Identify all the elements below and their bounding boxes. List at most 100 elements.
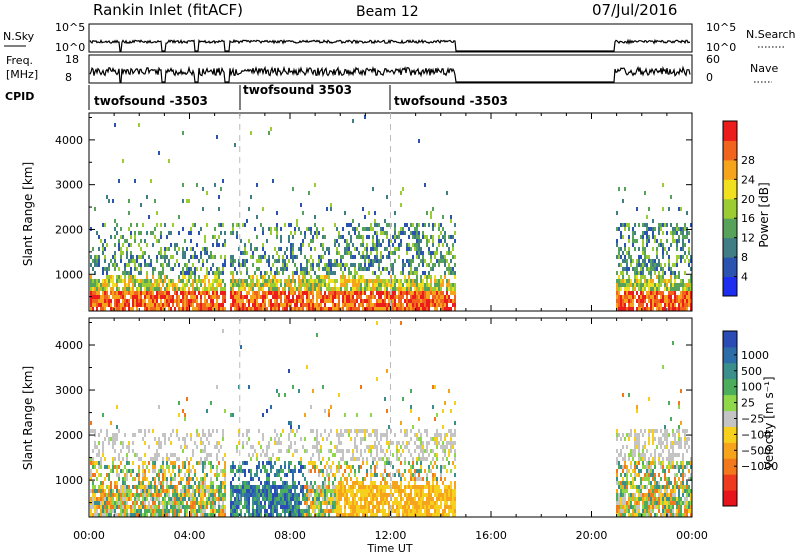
heatmap-cell <box>684 295 686 299</box>
heatmap-cell <box>616 227 618 231</box>
heatmap-cell <box>414 307 416 311</box>
heatmap-cell <box>286 263 288 267</box>
heatmap-cell <box>144 433 146 437</box>
heatmap-cell <box>270 271 272 275</box>
heatmap-cell <box>218 207 220 211</box>
heatmap-cell <box>156 259 158 263</box>
heatmap-cell <box>202 433 204 437</box>
heatmap-cell <box>132 493 134 497</box>
heatmap-cell <box>634 295 636 299</box>
heatmap-cell <box>342 235 344 239</box>
heatmap-cell <box>216 271 218 275</box>
heatmap-cell <box>146 513 148 517</box>
heatmap-cell <box>126 457 128 461</box>
heatmap-cell <box>360 303 362 307</box>
heatmap-cell <box>648 307 650 311</box>
heatmap-cell <box>268 501 270 505</box>
heatmap-cell <box>410 279 412 283</box>
heatmap-cell <box>404 513 406 517</box>
heatmap-cell <box>356 227 358 231</box>
heatmap-cell <box>428 303 430 307</box>
heatmap-cell <box>152 501 154 505</box>
heatmap-cell <box>202 461 204 465</box>
heatmap-cell <box>424 457 426 461</box>
heatmap-cell <box>358 303 360 307</box>
heatmap-cell <box>424 505 426 509</box>
heatmap-cell <box>208 279 210 283</box>
heatmap-cell <box>258 477 260 481</box>
heatmap-cell <box>92 465 94 469</box>
heatmap-cell <box>324 429 326 433</box>
heatmap-cell <box>674 307 676 311</box>
heatmap-cell <box>386 291 388 295</box>
heatmap-cell <box>138 509 140 513</box>
heatmap-cell <box>400 505 402 509</box>
heatmap-cell <box>134 267 136 271</box>
heatmap-cell <box>174 509 176 513</box>
heatmap-cell <box>416 231 418 235</box>
heatmap-cell <box>402 187 404 191</box>
heatmap-cell <box>266 509 268 513</box>
heatmap-cell <box>308 291 310 295</box>
heatmap-cell <box>120 255 122 259</box>
heatmap-cell <box>630 255 632 259</box>
heatmap-cell <box>398 509 400 513</box>
heatmap-cell <box>332 509 334 513</box>
heatmap-cell <box>670 271 672 275</box>
heatmap-cell <box>358 509 360 513</box>
heatmap-cell <box>132 501 134 505</box>
heatmap-cell <box>362 239 364 243</box>
heatmap-cell <box>338 243 340 247</box>
heatmap-cell <box>394 223 396 227</box>
heatmap-cell <box>360 509 362 513</box>
heatmap-cell <box>278 307 280 311</box>
heatmap-cell <box>210 481 212 485</box>
heatmap-cell <box>362 235 364 239</box>
heatmap-cell <box>230 501 232 505</box>
heatmap-cell <box>178 501 180 505</box>
heatmap-cell <box>222 303 224 307</box>
heatmap-cell <box>418 429 420 433</box>
heatmap-cell <box>350 295 352 299</box>
heatmap-cell <box>116 291 118 295</box>
heatmap-cell <box>380 437 382 441</box>
heatmap-cell <box>292 259 294 263</box>
heatmap-cell <box>396 513 398 517</box>
heatmap-cell <box>118 457 120 461</box>
heatmap-cell <box>154 461 156 465</box>
heatmap-cell <box>672 231 674 235</box>
heatmap-cell <box>388 255 390 259</box>
heatmap-cell <box>376 453 378 457</box>
heatmap-cell <box>380 251 382 255</box>
heatmap-cell <box>422 295 424 299</box>
heatmap-cell <box>90 287 92 291</box>
heatmap-cell <box>124 307 126 311</box>
heatmap-cell <box>118 489 120 493</box>
heatmap-cell <box>644 275 646 279</box>
heatmap-cell <box>156 307 158 311</box>
heatmap-cell <box>208 461 210 465</box>
heatmap-cell <box>312 429 314 433</box>
heatmap-cell <box>188 497 190 501</box>
heatmap-cell <box>90 279 92 283</box>
heatmap-cell <box>102 223 104 227</box>
heatmap-cell <box>252 251 254 255</box>
heatmap-cell <box>302 473 304 477</box>
heatmap-cell <box>298 513 300 517</box>
heatmap-cell <box>380 271 382 275</box>
heatmap-cell <box>424 469 426 473</box>
heatmap-cell <box>410 307 412 311</box>
heatmap-cell <box>376 429 378 433</box>
heatmap-cell <box>438 235 440 239</box>
heatmap-cell <box>632 283 634 287</box>
heatmap-cell <box>258 497 260 501</box>
heatmap-cell <box>326 505 328 509</box>
heatmap-cell <box>296 255 298 259</box>
heatmap-cell <box>360 263 362 267</box>
heatmap-cell <box>314 287 316 291</box>
heatmap-cell <box>276 251 278 255</box>
heatmap-cell <box>114 307 116 311</box>
heatmap-cell <box>230 513 232 517</box>
heatmap-cell <box>142 251 144 255</box>
heatmap-cell <box>134 509 136 513</box>
